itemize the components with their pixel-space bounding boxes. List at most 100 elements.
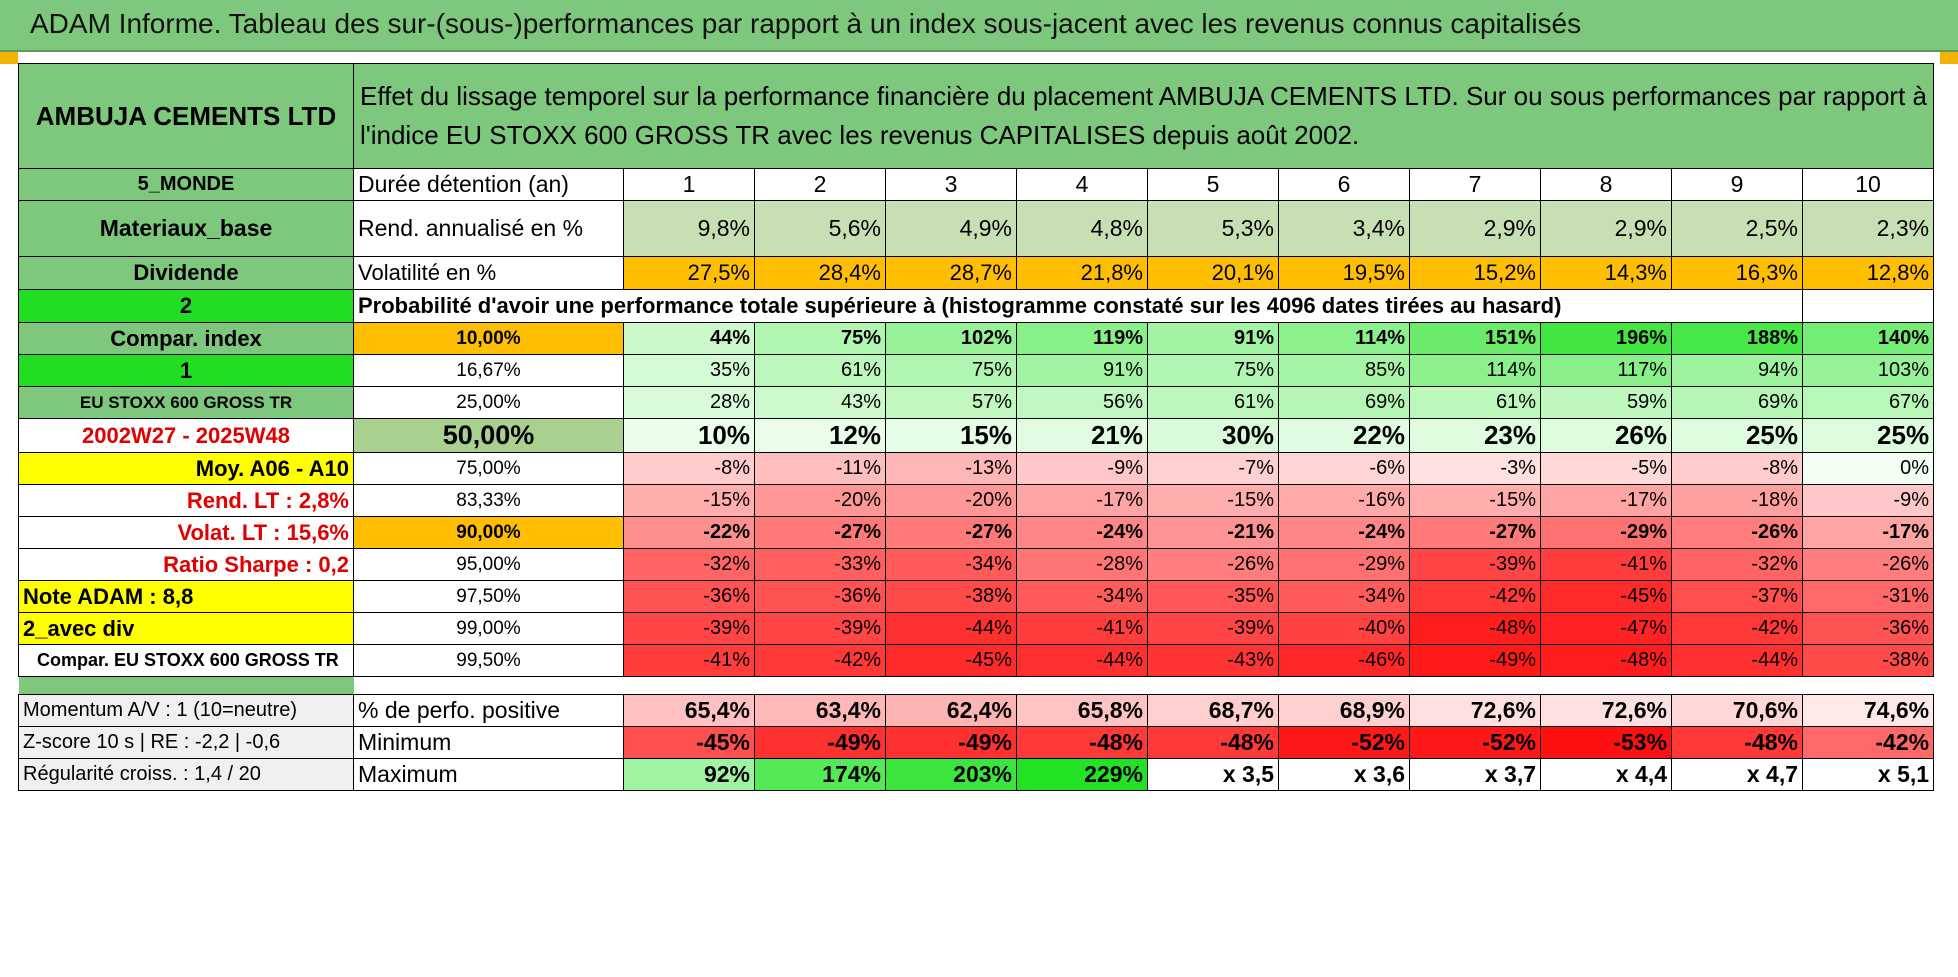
positive-rate: 68,9% bbox=[1278, 694, 1410, 727]
pos-label: % de perfo. positive bbox=[353, 694, 624, 727]
probability-threshold: 97,50% bbox=[353, 580, 624, 613]
performance-cell: 12% bbox=[754, 418, 886, 453]
volatility-value: 28,7% bbox=[885, 256, 1017, 290]
volatility-row: Dividende Volatilité en % 27,5% 28,4% 28,7% 2… bbox=[18, 256, 1935, 290]
year-header: 4 bbox=[1016, 168, 1148, 201]
volatility-value: 14,3% bbox=[1540, 256, 1672, 290]
performance-cell: 75% bbox=[885, 354, 1017, 387]
blank-spacer bbox=[886, 677, 1017, 695]
minimum-value: -48% bbox=[1147, 726, 1279, 759]
performance-cell: -26% bbox=[1801, 548, 1935, 581]
selector-b: 1 bbox=[18, 354, 354, 387]
performance-cell: -42% bbox=[1409, 580, 1541, 613]
returns-row: Materiaux_base Rend. annualisé en % 9,8% 5,… bbox=[18, 200, 1935, 257]
performance-cell: 75% bbox=[754, 322, 886, 355]
probability-threshold: 83,33% bbox=[353, 484, 624, 517]
positive-rate: 62,4% bbox=[885, 694, 1017, 727]
performance-cell: -20% bbox=[885, 484, 1017, 517]
performance-cell: -35% bbox=[1147, 580, 1279, 613]
performance-cell: -16% bbox=[1278, 484, 1410, 517]
probability-header-row: 2 Probabilité d'avoir une performance tot… bbox=[18, 289, 1935, 323]
performance-cell: -41% bbox=[623, 644, 755, 677]
min-label: Minimum bbox=[353, 726, 624, 759]
performance-cell: -36% bbox=[754, 580, 886, 613]
years-row: 5_MONDE Durée détention (an) 1 2 3 4 5 6 7 8 9 10 bbox=[18, 168, 1935, 201]
compar-index-label: Compar. index bbox=[18, 322, 354, 355]
performance-cell: -39% bbox=[754, 612, 886, 645]
blank-spacer bbox=[1017, 677, 1148, 695]
performance-cell: 94% bbox=[1671, 354, 1803, 387]
performance-cell: -48% bbox=[1540, 644, 1672, 677]
blank-spacer bbox=[1672, 677, 1803, 695]
performance-cell: -5% bbox=[1540, 452, 1672, 485]
volatility-value: 20,1% bbox=[1147, 256, 1279, 290]
minimum-value: -42% bbox=[1801, 726, 1935, 759]
maximum-value: x 4,7 bbox=[1671, 758, 1803, 791]
performance-cell: 69% bbox=[1278, 386, 1410, 419]
performance-cell: -42% bbox=[1671, 612, 1803, 645]
regularity-label: Régularité croiss. : 1,4 / 20 bbox=[18, 758, 354, 791]
performance-cell: -17% bbox=[1801, 516, 1935, 549]
performance-cell: 26% bbox=[1540, 418, 1672, 453]
performance-cell: 56% bbox=[1016, 386, 1148, 419]
year-header: 7 bbox=[1409, 168, 1541, 201]
probability-row: Rend. LT : 2,8% 83,33% -15% -20% -20% -17% -15… bbox=[18, 484, 1935, 517]
maximum-value: x 3,7 bbox=[1409, 758, 1541, 791]
performance-cell: -29% bbox=[1278, 548, 1410, 581]
performance-cell: -44% bbox=[885, 612, 1017, 645]
region-label: 5_MONDE bbox=[18, 168, 354, 201]
performance-cell: -15% bbox=[623, 484, 755, 517]
probability-threshold: 90,00% bbox=[353, 516, 624, 549]
annual-return: 5,3% bbox=[1147, 200, 1279, 257]
maximum-value: 203% bbox=[885, 758, 1017, 791]
corner-marker-left bbox=[0, 52, 18, 64]
performance-cell: 21% bbox=[1016, 418, 1148, 453]
annual-return: 4,8% bbox=[1016, 200, 1148, 257]
probability-row: Compar. EU STOXX 600 GROSS TR 99,50% -41% -… bbox=[18, 644, 1935, 677]
probability-row: Moy. A06 - A10 75,00% -8% -11% -13% -9% -7% -6%… bbox=[18, 452, 1935, 485]
performance-cell: 91% bbox=[1016, 354, 1148, 387]
performance-cell: -45% bbox=[885, 644, 1017, 677]
performance-cell: -39% bbox=[1409, 548, 1541, 581]
performance-cell: 119% bbox=[1016, 322, 1148, 355]
performance-cell: 114% bbox=[1409, 354, 1541, 387]
performance-cell: -29% bbox=[1540, 516, 1672, 549]
maximum-value: x 3,5 bbox=[1147, 758, 1279, 791]
year-header: 6 bbox=[1278, 168, 1410, 201]
minimum-value: -45% bbox=[623, 726, 755, 759]
year-header: 8 bbox=[1540, 168, 1672, 201]
performance-cell: 69% bbox=[1671, 386, 1803, 419]
zscore-label: Z-score 10 s | RE : -2,2 | -0,6 bbox=[18, 726, 354, 759]
year-header: 10 bbox=[1801, 168, 1935, 201]
blank-spacer bbox=[1541, 677, 1672, 695]
returns-label: Rend. annualisé en % bbox=[353, 200, 624, 257]
index-name: EU STOXX 600 GROSS TR bbox=[18, 386, 354, 419]
positive-rate: 68,7% bbox=[1147, 694, 1279, 727]
blank-spacer bbox=[1803, 677, 1934, 695]
performance-cell: -24% bbox=[1278, 516, 1410, 549]
adam-note: Note ADAM : 8,8 bbox=[18, 580, 354, 613]
minimum-value: -52% bbox=[1409, 726, 1541, 759]
annual-return: 2,3% bbox=[1801, 200, 1935, 257]
performance-cell: 57% bbox=[885, 386, 1017, 419]
performance-cell: -20% bbox=[754, 484, 886, 517]
performance-cell: 0% bbox=[1801, 452, 1935, 485]
performance-cell: -9% bbox=[1016, 452, 1148, 485]
momentum-label: Momentum A/V : 1 (10=neutre) bbox=[18, 694, 354, 727]
performance-cell: -9% bbox=[1801, 484, 1935, 517]
sector-label: Materiaux_base bbox=[18, 200, 354, 257]
performance-cell: -41% bbox=[1540, 548, 1672, 581]
year-header: 9 bbox=[1671, 168, 1803, 201]
performance-cell: 25% bbox=[1671, 418, 1803, 453]
probability-threshold: 50,00% bbox=[353, 418, 624, 453]
duration-label: Durée détention (an) bbox=[353, 168, 624, 201]
annual-return: 5,6% bbox=[754, 200, 886, 257]
performance-cell: -28% bbox=[1016, 548, 1148, 581]
year-header: 1 bbox=[623, 168, 755, 201]
performance-cell: -38% bbox=[1801, 644, 1935, 677]
maximum-value: 229% bbox=[1016, 758, 1148, 791]
annual-return: 4,9% bbox=[885, 200, 1017, 257]
performance-cell: 25% bbox=[1801, 418, 1935, 453]
performance-cell: 61% bbox=[1147, 386, 1279, 419]
probability-threshold: 75,00% bbox=[353, 452, 624, 485]
